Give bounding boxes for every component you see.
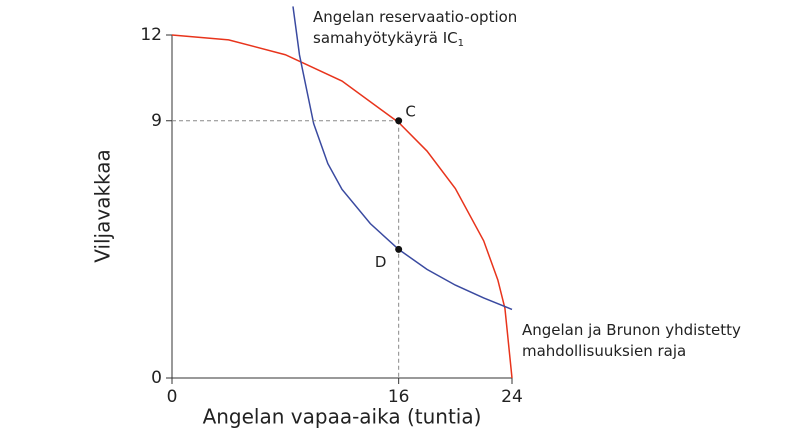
annotation: Angelan reservaatio-option (313, 8, 517, 26)
y-tick-label: 9 (151, 111, 162, 131)
x-tick-label: 16 (388, 387, 410, 407)
y-tick-label: 0 (151, 368, 162, 388)
annotation-text: Angelan ja Brunon yhdistetty (522, 321, 741, 339)
x-tick-label: 0 (167, 387, 178, 407)
annotation: samahyötykäyrä IC1 (313, 29, 464, 50)
point (395, 117, 403, 125)
annotation-sub: 1 (458, 38, 464, 49)
x-tick-label: 24 (501, 387, 523, 407)
annotation-text: Angelan reservaatio-option (313, 8, 517, 26)
annotation-text: mahdollisuuksien raja (522, 342, 686, 360)
annotation-text: samahyötykäyrä IC (313, 29, 458, 47)
point-label: D (375, 253, 387, 271)
point-label: C (405, 102, 415, 120)
x-axis-label: Angelan vapaa-aika (tuntia) (203, 405, 482, 429)
annotation: mahdollisuuksien raja (522, 342, 686, 360)
annotation: Angelan ja Brunon yhdistetty (522, 321, 741, 339)
point (395, 245, 403, 253)
y-tick-label: 12 (140, 25, 162, 45)
curve (292, 6, 513, 311)
curve (171, 34, 513, 379)
y-axis-label: Viljavakkaa (91, 149, 115, 263)
